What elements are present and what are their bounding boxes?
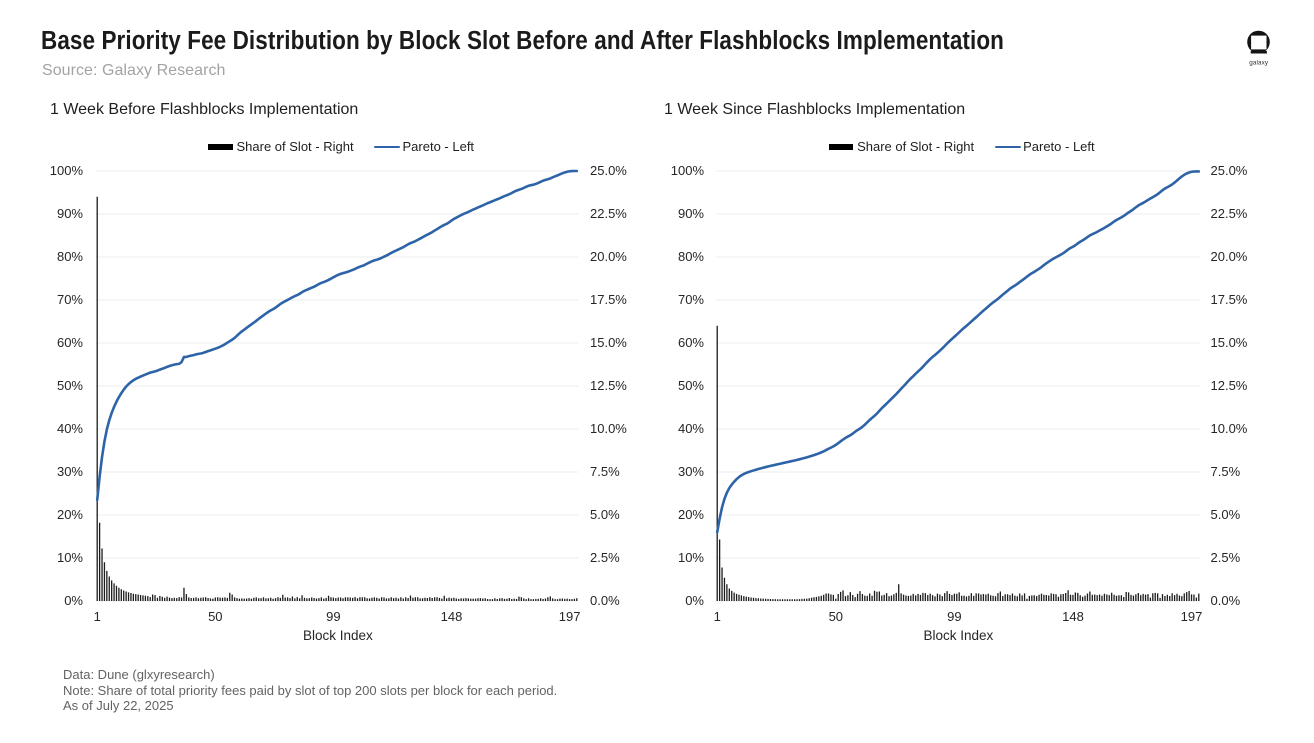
svg-text:galaxy: galaxy <box>1249 60 1269 67</box>
